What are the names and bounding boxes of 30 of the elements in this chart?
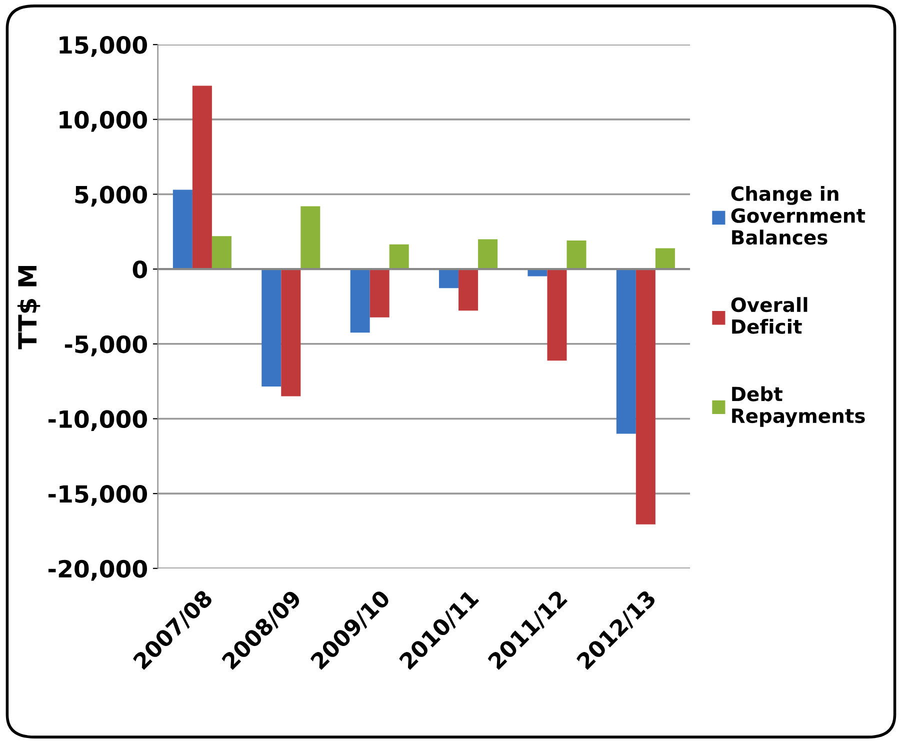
legend-label: Debt Repayments [732, 386, 865, 428]
bar [389, 244, 409, 270]
y-tick-label: -10,000 [48, 410, 148, 432]
y-tick-label: 5,000 [75, 186, 147, 207]
bar [528, 269, 548, 276]
y-tick-label: -5,000 [64, 335, 147, 356]
bar [212, 236, 232, 270]
bar [370, 269, 390, 318]
bar [439, 269, 459, 288]
y-axis-title: TT$ M [17, 266, 40, 350]
bar [262, 269, 282, 387]
bar [172, 190, 192, 270]
y-tick-label: 10,000 [60, 110, 147, 132]
bar [192, 86, 212, 270]
legend-label: Overall Deficit [731, 297, 808, 334]
bar [281, 269, 301, 396]
y-tick-label: -20,000 [48, 560, 148, 581]
y-tick-label: 15,000 [60, 36, 147, 57]
bar [350, 269, 370, 333]
y-tick-label: 0 [132, 260, 147, 278]
bar [300, 206, 320, 270]
bar [478, 239, 498, 270]
bar [566, 240, 586, 270]
bar [636, 269, 656, 524]
bar [655, 248, 675, 270]
bar [616, 269, 636, 434]
legend-label: Change in Government Balances [731, 186, 866, 245]
bar [547, 269, 567, 361]
bar [458, 269, 478, 311]
y-tick-label: -15,000 [48, 485, 148, 506]
